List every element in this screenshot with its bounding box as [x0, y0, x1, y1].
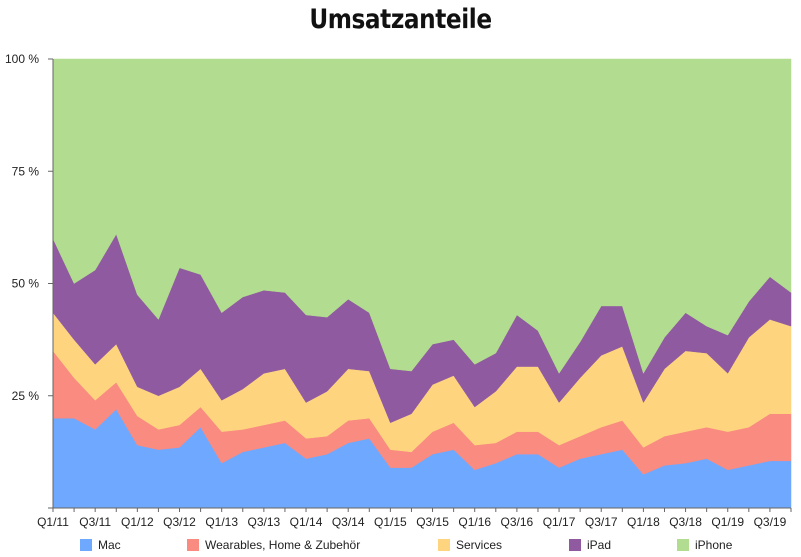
x-tick-label: Q3/16	[501, 515, 534, 529]
x-tick-label: Q1/12	[121, 515, 154, 529]
x-tick-label: Q3/19	[754, 515, 787, 529]
x-tick-label: Q1/19	[711, 515, 744, 529]
y-tick-label: 100 %	[5, 52, 39, 66]
legend-item-iphone: iPhone	[677, 538, 733, 552]
legend-swatch	[80, 539, 92, 551]
x-tick-label: Q1/14	[290, 515, 323, 529]
x-tick-labels: Q1/11 Q3/11 Q1/12 Q3/12 Q1/13 Q3/13 Q1/14 Q3/14…	[37, 515, 786, 529]
legend-item-wearables-home-zubeh-r: Wearables, Home & Zubehör	[187, 538, 360, 552]
legend-item-services: Services	[438, 538, 502, 552]
y-tick-label: 25 %	[12, 389, 40, 403]
legend-label: iPad	[587, 538, 611, 552]
legend-item-ipad: iPad	[569, 538, 611, 552]
x-tick-label: Q3/11	[79, 515, 111, 529]
axes	[48, 58, 792, 512]
y-tick-label: 50 %	[12, 277, 40, 291]
legend-swatch	[569, 539, 581, 551]
legend-label: Services	[456, 538, 502, 552]
x-tick-label: Q3/18	[669, 515, 702, 529]
legend-swatch	[438, 539, 450, 551]
x-tick-label: Q3/13	[248, 515, 281, 529]
x-tick-label: Q3/17	[585, 515, 618, 529]
legend-swatch	[187, 539, 199, 551]
x-tick-label: Q3/12	[163, 515, 196, 529]
legend-item-mac: Mac	[80, 538, 121, 552]
x-tick-label: Q1/13	[205, 515, 238, 529]
x-tick-label: Q1/17	[543, 515, 576, 529]
y-tick-labels: 25 % 50 % 75 % 100 %	[5, 52, 39, 403]
x-tick-label: Q1/11	[37, 515, 69, 529]
x-tick-label: Q3/15	[416, 515, 449, 529]
legend-swatch	[677, 539, 689, 551]
area-iphone	[52, 58, 792, 374]
legend-label: Mac	[98, 538, 121, 552]
x-tick-label: Q1/15	[374, 515, 407, 529]
legend: Mac Wearables, Home & Zubehör Services iPad…	[80, 538, 733, 552]
legend-label: Wearables, Home & Zubehör	[205, 538, 360, 552]
y-tick-label: 75 %	[12, 164, 40, 178]
legend-label: iPhone	[695, 538, 733, 552]
chart-title: Umsatzanteile	[309, 4, 492, 35]
x-tick-label: Q3/14	[332, 515, 365, 529]
x-tick-label: Q1/16	[458, 515, 491, 529]
x-tick-label: Q1/18	[627, 515, 660, 529]
series-areas	[52, 58, 792, 509]
